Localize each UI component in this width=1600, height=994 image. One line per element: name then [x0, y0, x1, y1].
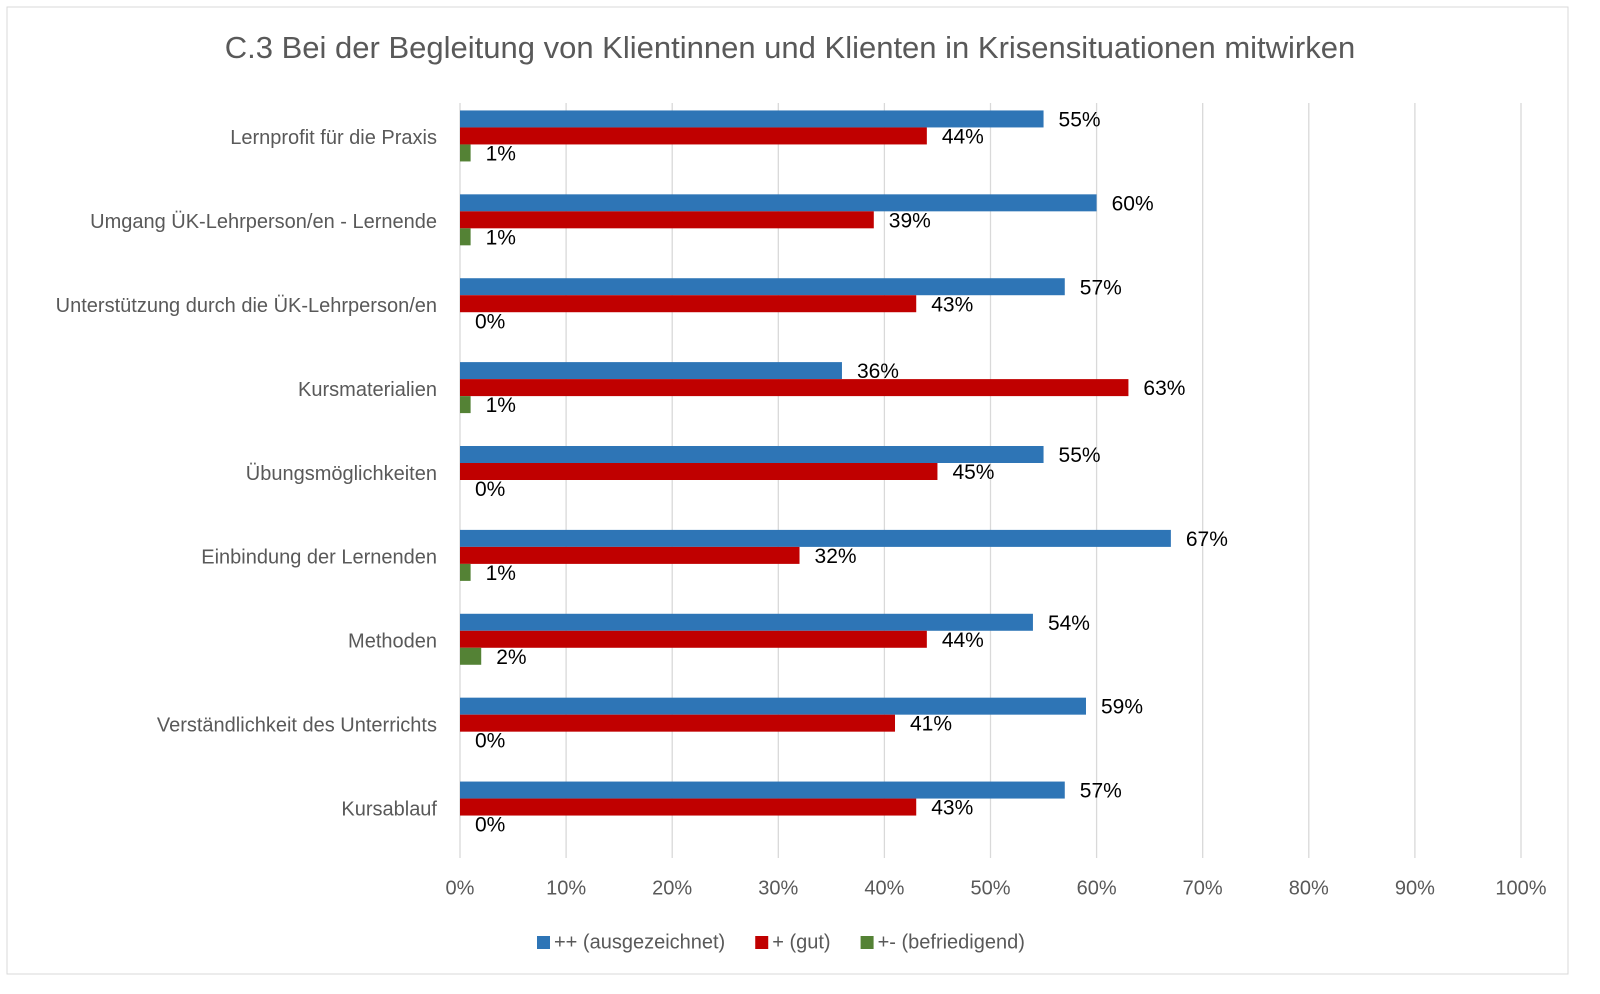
bar	[460, 463, 938, 480]
data-label: 1%	[486, 142, 516, 165]
legend-label: + (gut)	[772, 931, 830, 953]
x-tick-label: 0%	[446, 877, 475, 899]
data-label: 0%	[475, 310, 505, 333]
x-tick-label: 10%	[546, 877, 586, 899]
legend-label: ++ (ausgezeichnet)	[554, 931, 725, 953]
y-tick-label: Übungsmöglichkeiten	[246, 463, 437, 485]
bar	[460, 630, 927, 648]
bar	[460, 362, 842, 380]
y-tick-label: Lernprofit für die Praxis	[230, 127, 437, 149]
bar	[460, 379, 1129, 397]
legend-marker	[755, 936, 769, 949]
bar	[460, 228, 471, 246]
x-tick-label: 70%	[1183, 877, 1223, 899]
bar	[460, 563, 471, 581]
bar	[460, 194, 1097, 212]
data-label: 1%	[486, 562, 516, 585]
legend-label: +- (befriedigend)	[878, 931, 1025, 953]
data-label: 39%	[889, 209, 931, 232]
data-label: 43%	[931, 797, 973, 820]
bar	[460, 714, 896, 732]
bar	[460, 647, 482, 665]
data-label: 67%	[1186, 528, 1228, 551]
data-label: 60%	[1112, 192, 1154, 215]
data-label: 0%	[475, 478, 505, 501]
data-label: 1%	[486, 226, 516, 249]
y-tick-label: Umgang ÜK-Lehrperson/en - Lernende	[90, 211, 437, 233]
data-label: 54%	[1048, 612, 1090, 635]
bar	[460, 127, 927, 145]
x-tick-label: 60%	[1077, 877, 1117, 899]
data-label: 45%	[952, 461, 994, 484]
y-tick-label: Unterstützung durch die ÜK-Lehrperson/en	[56, 295, 437, 317]
data-label: 36%	[857, 360, 899, 383]
data-label: 0%	[475, 730, 505, 753]
data-label: 55%	[1059, 444, 1101, 467]
y-tick-label: Verständlichkeit des Unterrichts	[157, 714, 437, 736]
bar	[460, 396, 471, 414]
x-tick-label: 90%	[1395, 877, 1435, 899]
data-label: 1%	[486, 394, 516, 417]
bar	[460, 144, 471, 162]
data-label: 44%	[942, 629, 984, 652]
data-label: 44%	[942, 125, 984, 148]
y-tick-label: Methoden	[348, 631, 437, 653]
y-tick-label: Kursmaterialien	[298, 379, 437, 401]
x-tick-label: 40%	[864, 877, 904, 899]
legend-marker	[860, 936, 874, 949]
bar	[460, 781, 1065, 799]
data-label: 59%	[1101, 696, 1143, 719]
data-label: 43%	[931, 293, 973, 316]
bar	[460, 613, 1033, 631]
bar	[460, 697, 1086, 715]
data-label: 32%	[815, 545, 857, 568]
bar	[460, 529, 1171, 547]
legend-marker	[537, 936, 550, 949]
x-tick-label: 50%	[970, 877, 1010, 899]
bar	[460, 278, 1065, 296]
chart-title: C.3 Bei der Begleitung von Klientinnen u…	[225, 30, 1355, 65]
x-tick-label: 30%	[758, 877, 798, 899]
bar	[460, 446, 1044, 463]
data-label: 41%	[910, 713, 952, 736]
x-tick-label: 20%	[652, 877, 692, 899]
bar	[460, 798, 917, 816]
data-label: 57%	[1080, 276, 1122, 299]
bar	[460, 211, 874, 229]
bar	[460, 546, 800, 564]
y-tick-label: Einbindung der Lernenden	[201, 547, 437, 569]
x-tick-label: 80%	[1289, 877, 1329, 899]
data-label: 55%	[1059, 108, 1101, 131]
x-tick-label: 100%	[1495, 877, 1546, 899]
data-label: 2%	[496, 646, 526, 669]
data-label: 63%	[1143, 377, 1185, 400]
data-label: 0%	[475, 814, 505, 837]
bar	[460, 110, 1044, 128]
bar	[460, 295, 917, 313]
chart-border	[6, 6, 1569, 975]
data-label: 57%	[1080, 780, 1122, 803]
y-tick-label: Kursablauf	[341, 798, 437, 820]
